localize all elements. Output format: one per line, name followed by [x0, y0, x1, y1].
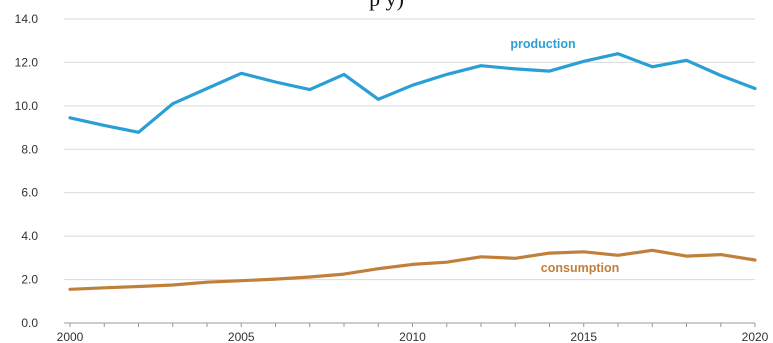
- y-tick-label: 10.0: [15, 99, 39, 113]
- x-tick-label: 2000: [57, 330, 84, 343]
- y-tick-label: 14.0: [15, 12, 39, 26]
- series-labels: production consumption: [510, 37, 619, 275]
- y-tick-label: 0.0: [21, 316, 38, 330]
- x-tick-label: 2020: [742, 330, 769, 343]
- y-tick-label: 12.0: [15, 55, 39, 69]
- x-tick-label: 2010: [399, 330, 426, 343]
- series-lines: [68, 52, 757, 291]
- y-tick-label: 4.0: [21, 229, 38, 243]
- y-tick-label: 8.0: [21, 142, 38, 156]
- x-axis: [64, 322, 756, 327]
- x-tick-label: 2005: [228, 330, 255, 343]
- y-axis-tick-labels: 0.0 2.0 4.0 6.0 8.0 10.0 12.0 14.0: [15, 12, 39, 330]
- series-label-production: production: [510, 37, 575, 51]
- grid-lines: [64, 18, 755, 281]
- chart-title-fragment: p y): [0, 0, 773, 10]
- series-label-consumption: consumption: [541, 261, 619, 275]
- series-line-production: [68, 52, 757, 134]
- y-tick-label: 6.0: [21, 186, 38, 200]
- series-line-consumption: [68, 248, 757, 291]
- y-tick-label: 2.0: [21, 273, 38, 287]
- x-axis-tick-labels: 2000 2005 2010 2015 2020: [57, 330, 769, 343]
- x-tick-label: 2015: [570, 330, 597, 343]
